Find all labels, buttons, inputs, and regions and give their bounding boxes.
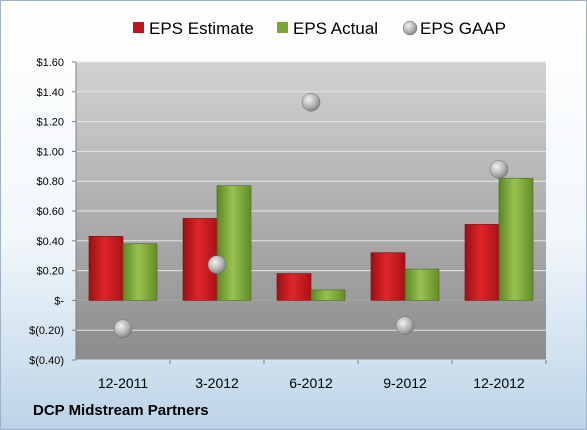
bar-eps-actual <box>404 268 440 301</box>
marker-eps-gaap <box>395 316 415 335</box>
marker-eps-gaap <box>489 160 509 179</box>
y-tick-label: $- <box>54 295 64 307</box>
x-tick-label: 12-2011 <box>98 375 149 391</box>
legend-swatch <box>133 22 144 33</box>
legend-label: EPS GAAP <box>420 19 506 38</box>
legend-label: EPS Estimate <box>149 19 254 38</box>
y-tick-label: $0.60 <box>36 206 64 218</box>
y-axis: $(0.40) $(0.20) $- $0.20 $0.40 $0.60 $0.80 $1.0… <box>29 57 77 367</box>
y-tick-label: $0.40 <box>36 236 64 248</box>
x-tick-label: 12-2012 <box>473 375 525 391</box>
legend: EPS Estimate EPS Actual EPS GAAP <box>133 19 506 38</box>
bar-eps-actual <box>122 243 158 301</box>
y-tick-label: $1.00 <box>36 146 64 158</box>
bar-eps-estimate <box>370 252 406 301</box>
gaap-markers <box>113 92 509 338</box>
y-tick-label: $(0.20) <box>29 325 64 337</box>
marker-eps-gaap <box>301 92 321 112</box>
x-tick-label: 3-2012 <box>195 375 239 391</box>
y-tick-label: $1.40 <box>36 87 64 99</box>
y-tick-label: $0.80 <box>36 176 64 188</box>
marker-eps-gaap <box>113 319 133 338</box>
bar-eps-actual <box>216 185 252 301</box>
bar-eps-actual <box>498 177 534 301</box>
marker-eps-gaap <box>207 255 227 274</box>
legend-swatch <box>402 20 418 36</box>
bar-eps-actual <box>310 289 346 301</box>
legend-swatch <box>277 22 288 33</box>
legend-label: EPS Actual <box>293 19 378 38</box>
bar-eps-estimate <box>88 236 124 301</box>
x-tick-label: 9-2012 <box>383 375 427 391</box>
y-tick-label: $(0.40) <box>29 355 64 367</box>
x-axis: 12-2011 3-2012 6-2012 9-2012 12-2012 <box>98 360 547 391</box>
bar-eps-estimate <box>464 224 500 301</box>
y-tick-label: $1.20 <box>36 117 64 129</box>
bar-eps-estimate <box>276 273 312 301</box>
y-tick-label: $0.20 <box>36 266 64 278</box>
y-tick-label: $1.60 <box>36 57 64 69</box>
x-tick-label: 6-2012 <box>289 375 333 391</box>
company-name: DCP Midstream Partners <box>33 402 209 419</box>
